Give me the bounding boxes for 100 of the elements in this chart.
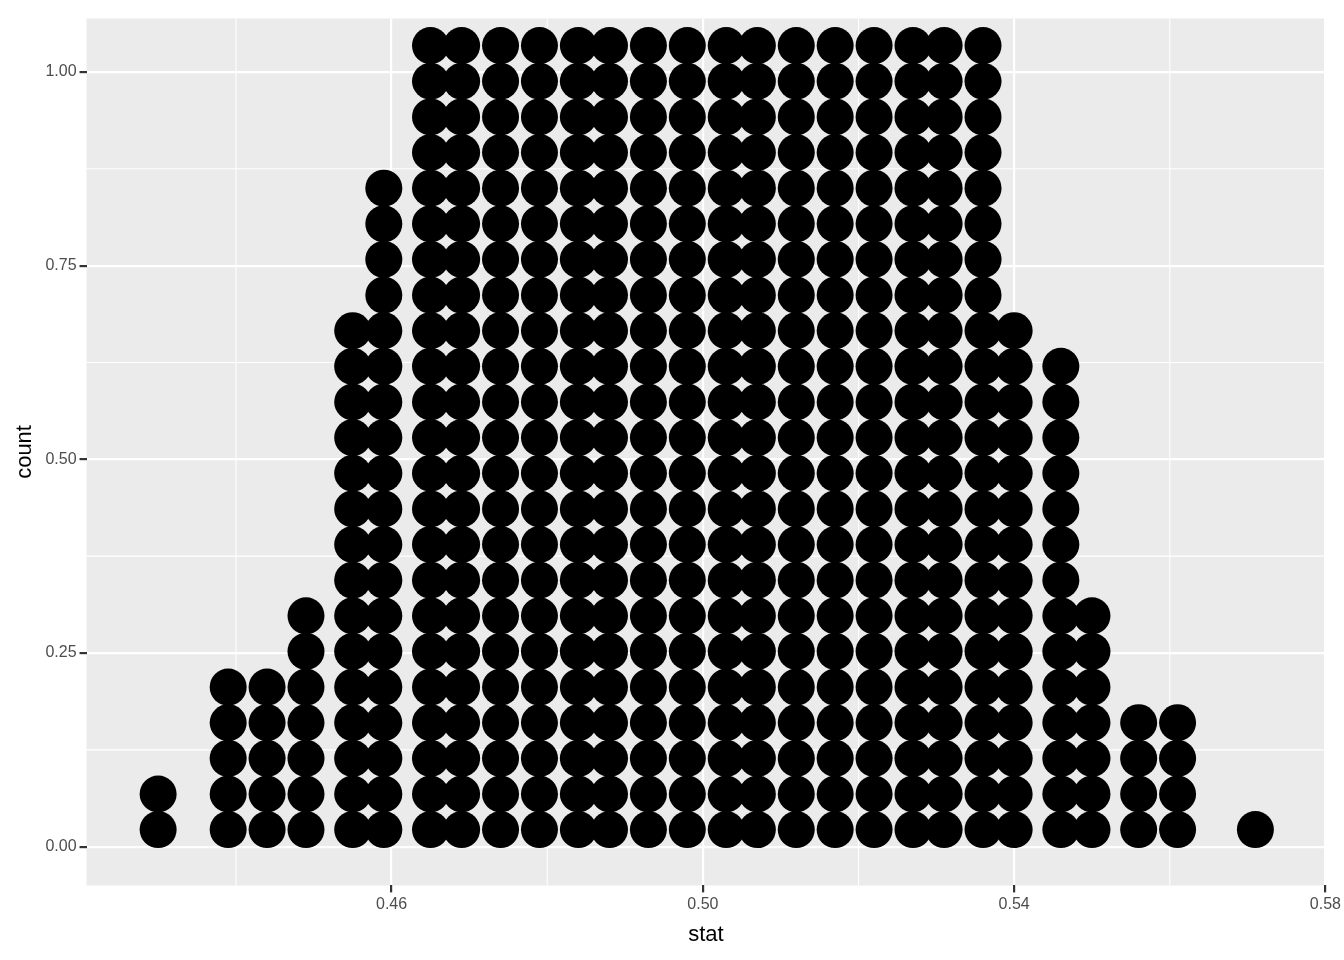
point <box>248 668 286 706</box>
point <box>894 526 932 564</box>
point <box>412 739 449 777</box>
point <box>894 632 932 670</box>
point <box>1159 704 1197 742</box>
point <box>482 419 520 457</box>
point <box>443 739 481 777</box>
point <box>412 383 449 421</box>
point <box>668 276 706 314</box>
point <box>668 205 706 243</box>
point <box>559 775 597 813</box>
point <box>139 811 177 849</box>
point <box>365 454 403 492</box>
point <box>520 134 558 172</box>
point <box>855 205 893 243</box>
point <box>520 383 558 421</box>
point <box>777 240 815 278</box>
point <box>964 454 1002 492</box>
point <box>855 526 893 564</box>
point <box>707 632 745 670</box>
point <box>668 312 706 350</box>
point <box>1042 526 1080 564</box>
point <box>668 811 706 849</box>
point <box>287 775 325 813</box>
point <box>412 240 449 278</box>
y-tick-label: 0.25 <box>45 643 77 661</box>
point <box>777 312 815 350</box>
point <box>855 454 893 492</box>
point <box>365 704 403 742</box>
point <box>707 668 745 706</box>
point <box>668 240 706 278</box>
point <box>209 668 247 706</box>
point <box>482 27 520 65</box>
point <box>894 276 932 314</box>
point <box>443 27 481 65</box>
point <box>964 312 1002 350</box>
point <box>520 62 558 100</box>
point <box>248 811 286 849</box>
point <box>855 27 893 65</box>
point <box>777 704 815 742</box>
point <box>668 98 706 136</box>
point <box>894 775 932 813</box>
point <box>629 454 667 492</box>
point <box>482 205 520 243</box>
point <box>668 561 706 599</box>
point <box>520 490 558 528</box>
point <box>482 98 520 136</box>
point <box>707 347 745 385</box>
point <box>412 490 449 528</box>
point <box>668 169 706 207</box>
point <box>412 526 449 564</box>
point <box>816 739 854 777</box>
point <box>559 490 597 528</box>
point <box>559 134 597 172</box>
point <box>964 205 1002 243</box>
point <box>777 419 815 457</box>
point <box>412 347 449 385</box>
point <box>964 62 1002 100</box>
point <box>520 98 558 136</box>
point <box>412 811 449 849</box>
point <box>1073 632 1111 670</box>
point <box>707 704 745 742</box>
point <box>816 597 854 635</box>
point <box>1159 739 1197 777</box>
point <box>707 526 745 564</box>
point <box>1042 775 1080 813</box>
point <box>559 419 597 457</box>
point <box>629 632 667 670</box>
point <box>629 98 667 136</box>
point <box>287 632 325 670</box>
point <box>629 27 667 65</box>
point <box>1042 632 1080 670</box>
point <box>894 454 932 492</box>
point <box>964 775 1002 813</box>
point <box>334 739 372 777</box>
point <box>443 775 481 813</box>
point <box>777 739 815 777</box>
y-tick-label: 0.75 <box>45 256 77 274</box>
point <box>816 704 854 742</box>
point <box>668 62 706 100</box>
point <box>855 383 893 421</box>
point <box>964 597 1002 635</box>
point <box>964 561 1002 599</box>
point <box>707 276 745 314</box>
point <box>894 704 932 742</box>
point <box>855 490 893 528</box>
point <box>482 811 520 849</box>
point <box>412 27 449 65</box>
point <box>365 312 403 350</box>
point <box>1042 490 1080 528</box>
point <box>482 526 520 564</box>
point <box>365 490 403 528</box>
point <box>855 312 893 350</box>
point <box>334 383 372 421</box>
point <box>964 383 1002 421</box>
point <box>964 419 1002 457</box>
point <box>1120 811 1158 849</box>
point <box>894 169 932 207</box>
point <box>559 383 597 421</box>
point <box>520 811 558 849</box>
